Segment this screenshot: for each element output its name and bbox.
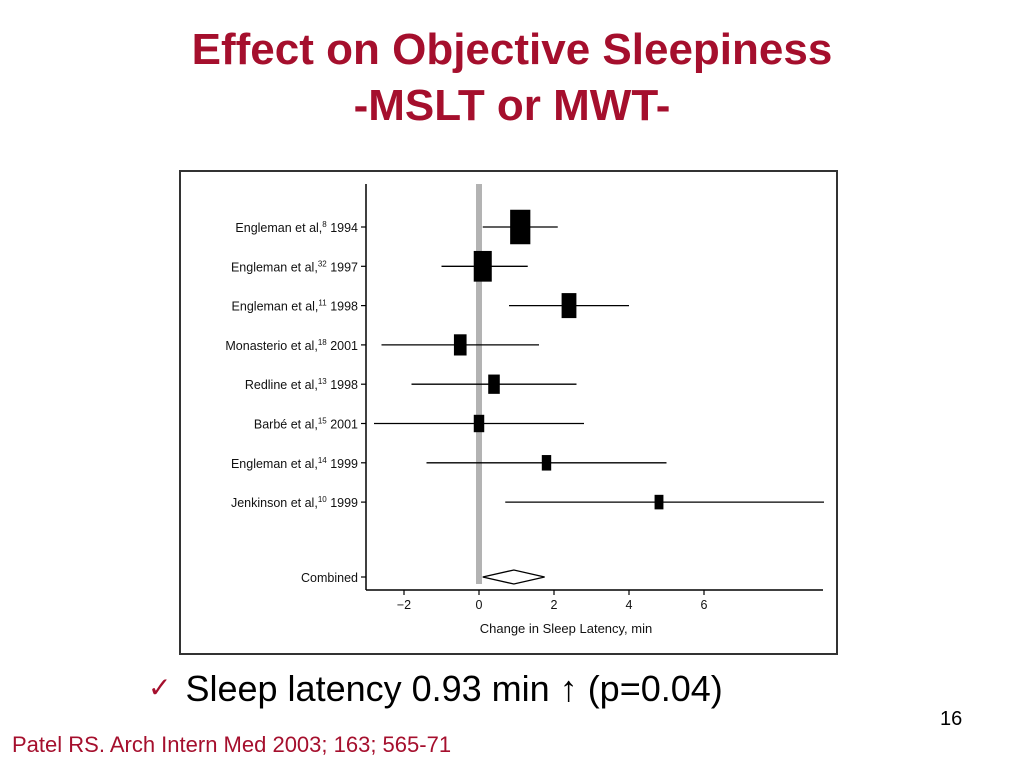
study-label: Engleman et al,11 1998	[232, 299, 359, 314]
x-axis-label: Change in Sleep Latency, min	[480, 621, 652, 636]
study-label: Monasterio et al,18 2001	[225, 338, 358, 353]
effect-estimate	[654, 494, 664, 510]
slide-subtitle: -MSLT or MWT-	[353, 81, 671, 130]
key-finding: ✓ Sleep latency 0.93 min ↑ (p=0.04)	[148, 668, 723, 710]
study-label: Engleman et al,8 1994	[235, 220, 358, 235]
x-tick-label: 2	[551, 598, 558, 612]
study-label: Engleman et al,14 1999	[231, 456, 358, 471]
study-label: Redline et al,13 1998	[245, 377, 358, 392]
study-label: Barbé et al,15 2001	[254, 417, 358, 432]
checkmark-icon: ✓	[148, 671, 172, 703]
slide-number: 16	[940, 708, 963, 730]
effect-estimate	[453, 334, 467, 356]
study-label: Engleman et al,32 1997	[231, 259, 358, 274]
effect-estimate	[473, 414, 485, 433]
slide-title: Effect on Objective Sleepiness	[191, 25, 833, 74]
x-tick-label: 4	[626, 598, 633, 612]
combined-label: Combined	[301, 571, 358, 585]
combined-diamond	[482, 569, 545, 585]
citation: Patel RS. Arch Intern Med 2003; 163; 565…	[12, 732, 452, 757]
effect-estimate	[541, 455, 552, 471]
x-tick-label: 6	[701, 598, 708, 612]
forest-plot: Engleman et al,8 1994 Engleman et al,32 1…	[225, 184, 824, 636]
effect-estimate	[561, 293, 577, 319]
effect-estimate	[473, 250, 492, 282]
x-tick-label: −2	[397, 598, 411, 612]
effect-estimate	[488, 374, 500, 394]
x-tick-label: 0	[476, 598, 483, 612]
key-finding-text: Sleep latency 0.93 min ↑ (p=0.04)	[185, 668, 723, 709]
effect-estimate	[510, 209, 531, 245]
forest-plot-frame: Engleman et al,8 1994 Engleman et al,32 1…	[179, 170, 838, 655]
study-label: Jenkinson et al,10 1999	[231, 495, 358, 510]
